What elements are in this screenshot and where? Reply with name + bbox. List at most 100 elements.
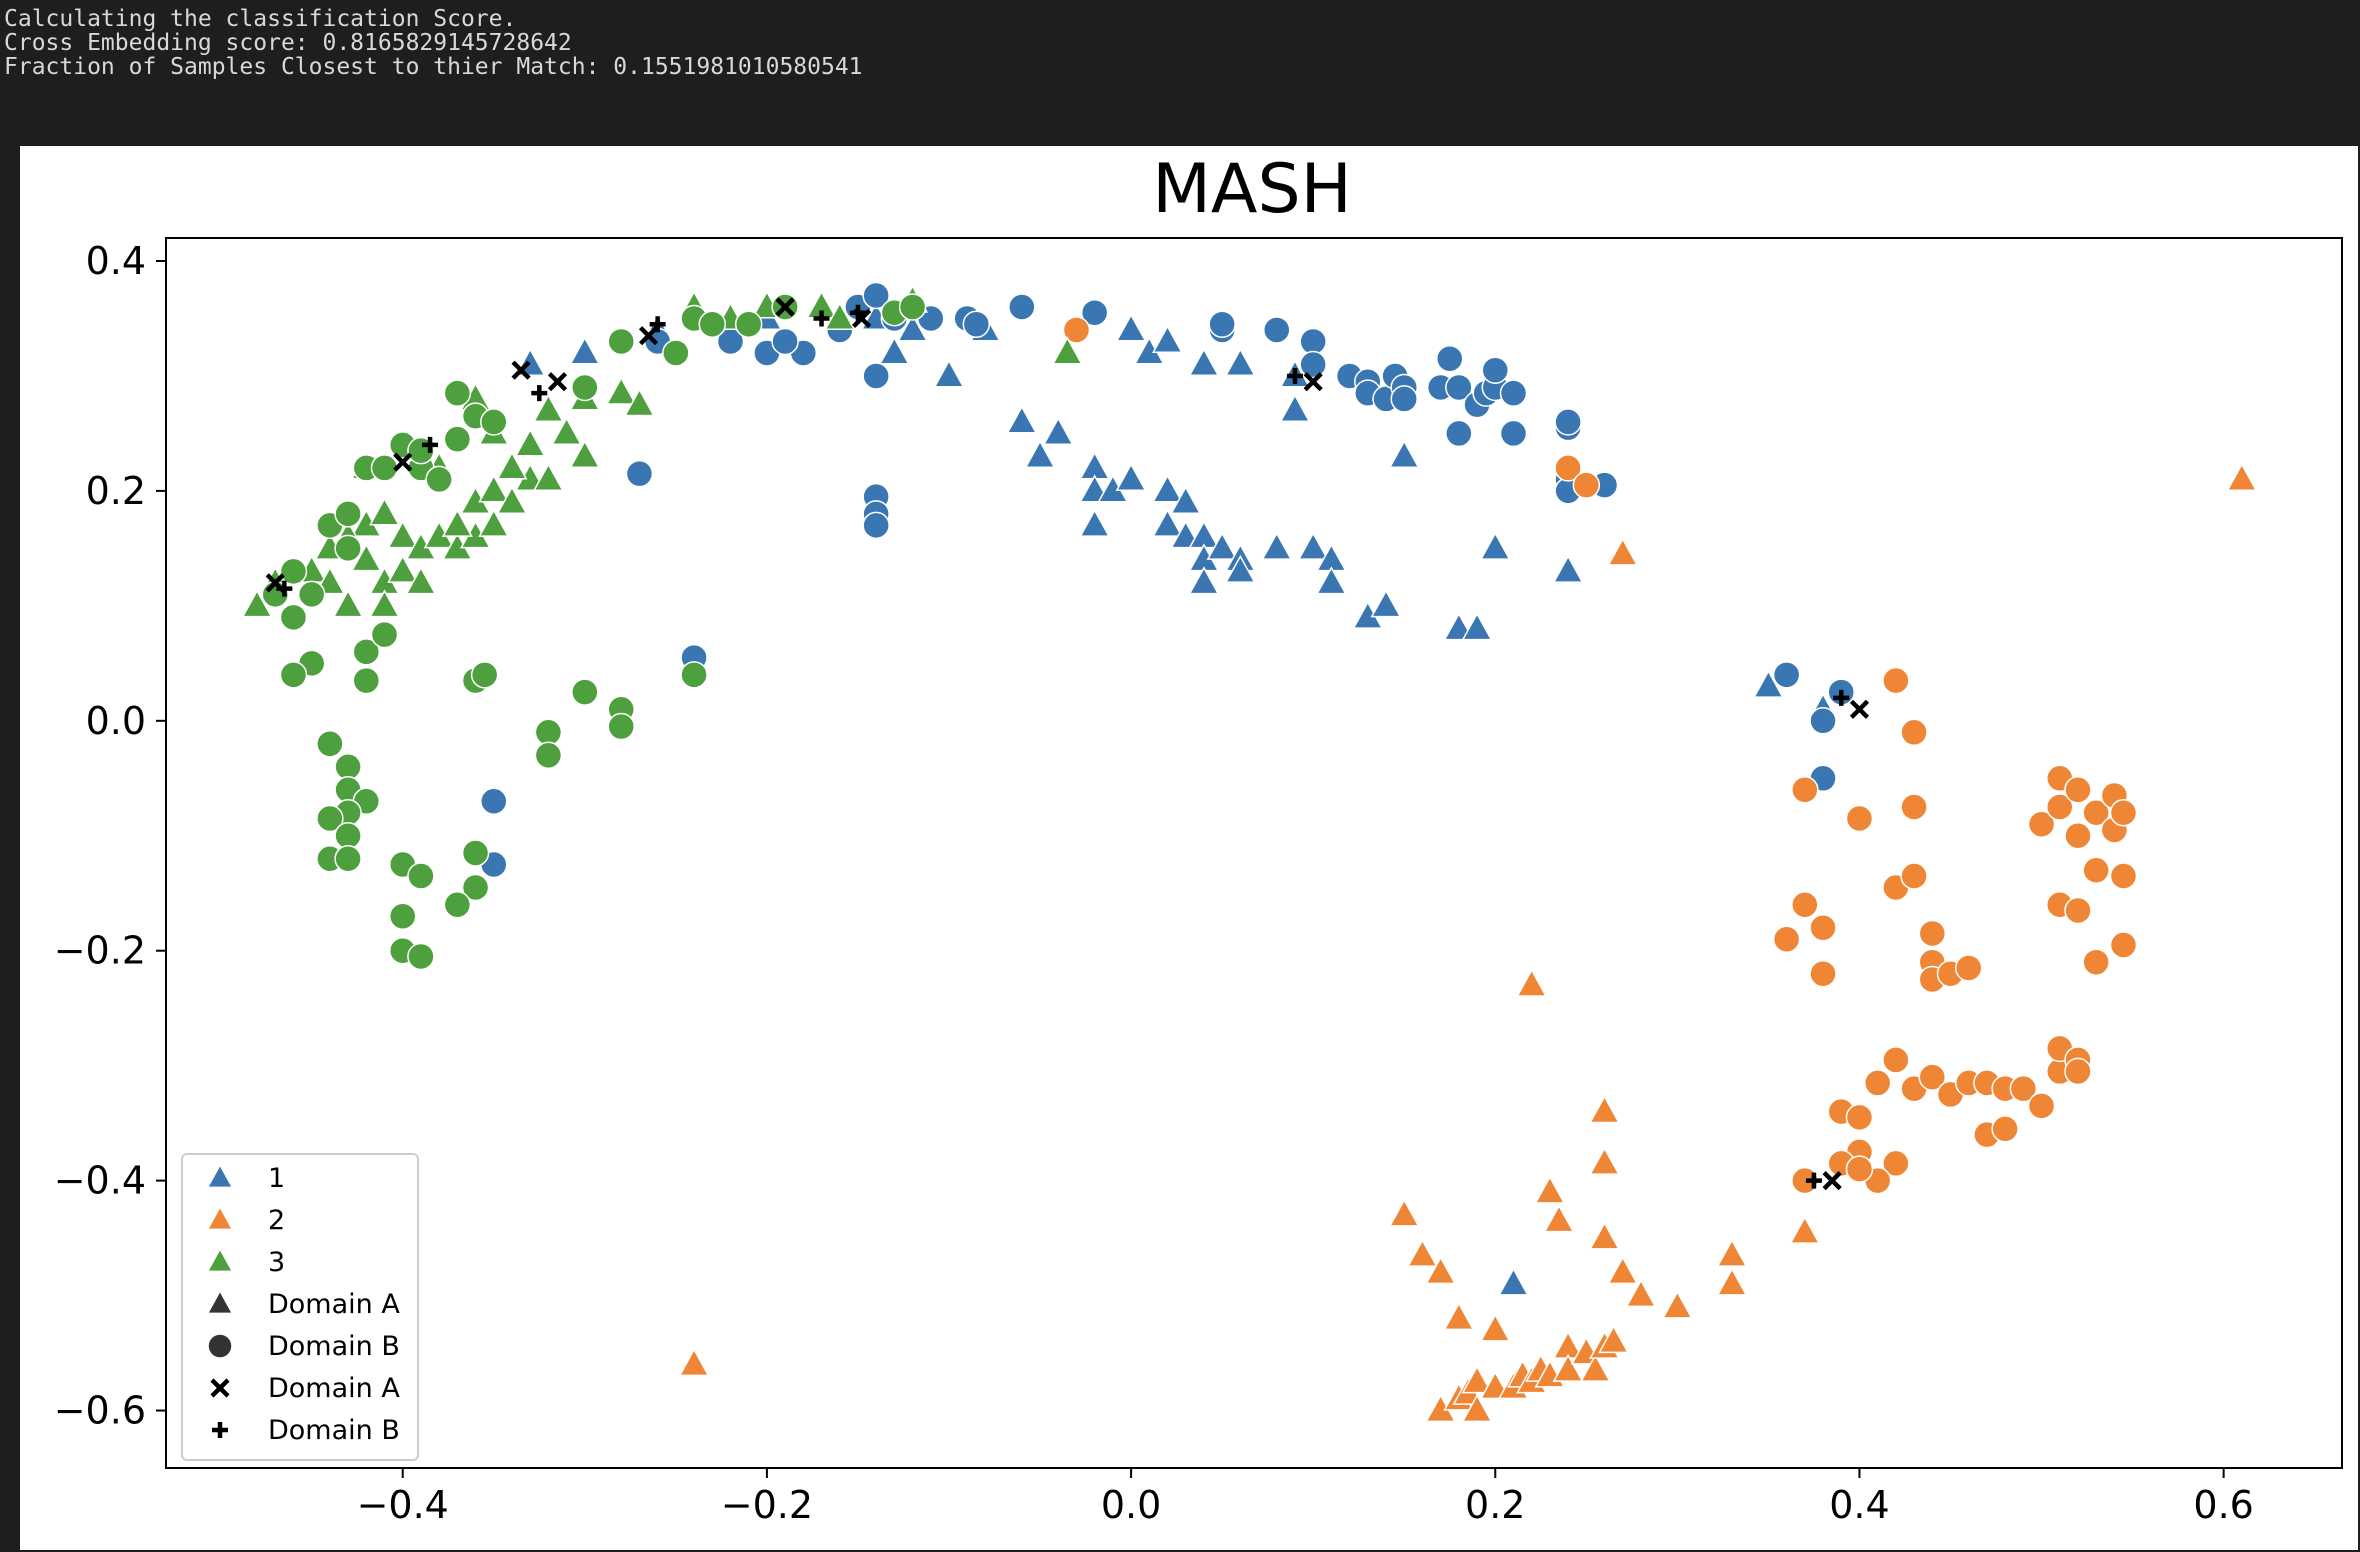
point-class1-triangle [1388, 439, 1420, 468]
point-class3-circle [407, 942, 435, 971]
point-class1-triangle [1279, 393, 1311, 422]
point-class2-circle [1882, 666, 1910, 695]
point-class2-triangle [1552, 1353, 1584, 1382]
point-class1-triangle [1206, 531, 1238, 560]
point-class1-triangle [1188, 566, 1220, 595]
y-tick-label: −0.4 [54, 1159, 146, 1203]
point-class2-circle [1772, 925, 1801, 953]
match-domain-a-x [1303, 372, 1323, 392]
point-class2-circle [2064, 776, 2092, 804]
point-class2-circle [2082, 799, 2110, 827]
point-class3-triangle [605, 376, 637, 405]
point-class2-circle [2009, 1074, 2038, 1103]
point-class1-circle [1435, 344, 1464, 373]
point-class1-circle [1445, 373, 1473, 402]
point-class1-triangle [897, 313, 929, 342]
point-class1-circle [1299, 350, 1327, 379]
point-class2-circle [1809, 913, 1837, 942]
point-class2-circle [1863, 1069, 1892, 1097]
point-class1-triangle [1224, 554, 1256, 583]
x-tick-label: 0.6 [2193, 1483, 2253, 1527]
point-class3-circle [334, 753, 362, 781]
point-class2-circle [1062, 316, 1091, 344]
point-class3-triangle [532, 462, 564, 491]
legend-marker-triangle [206, 1289, 234, 1315]
point-class2-circle [1791, 776, 1819, 804]
point-class3-circle [425, 465, 453, 494]
legend-label: Domain B [268, 1331, 400, 1362]
console-output: Calculating the classification Score. Cr… [0, 0, 2360, 146]
y-tick-label: 0.4 [86, 239, 146, 283]
point-class3-circle [352, 666, 381, 695]
point-class3-circle [316, 804, 344, 833]
point-class3-circle [443, 379, 472, 407]
point-class3-circle [607, 327, 635, 356]
point-class1-circle [1008, 293, 1036, 321]
point-class3-triangle [496, 485, 528, 514]
point-class3-circle [680, 661, 708, 689]
point-class2-circle [2109, 862, 2138, 890]
point-class3-circle [334, 822, 362, 850]
match-domain-b-plus [649, 316, 666, 333]
point-class2-circle [2027, 810, 2056, 839]
point-class2-circle [1791, 890, 1819, 919]
point-class1-circle [1390, 385, 1418, 413]
point-class3-circle [698, 310, 727, 338]
match-domain-b-plus [1286, 367, 1303, 384]
point-class1-circle [862, 281, 890, 310]
match-domain-b-plus [1833, 689, 1850, 706]
point-class2-triangle [1607, 537, 1639, 566]
x-axis: −0.4 −0.2 0.0 0.2 0.4 0.6 [357, 1468, 2254, 1527]
match-domain-b-plus [849, 304, 866, 321]
point-class3-triangle [623, 388, 655, 417]
point-class3-circle [534, 718, 563, 747]
point-class1-circle [1772, 661, 1801, 689]
point-class1-circle [625, 459, 654, 488]
point-class3-triangle [1051, 336, 1083, 365]
point-class2-circle [1900, 793, 1928, 821]
point-class3-circle [534, 741, 563, 770]
point-class2-circle [2109, 799, 2138, 827]
point-class1-circle [1445, 419, 1473, 448]
point-class1-circle [1499, 379, 1528, 407]
point-class1-triangle [1479, 531, 1511, 560]
point-class3-circle [461, 839, 490, 867]
point-class1-triangle [1461, 612, 1493, 641]
match-domain-a-x [638, 326, 659, 346]
point-class3-triangle [387, 520, 419, 549]
match-domain-b-plus [1805, 1172, 1822, 1189]
console-line-cross-embedding-score: Cross Embedding score: 0.816582914572864… [4, 30, 572, 56]
point-class1-triangle [1261, 531, 1293, 560]
point-class2-circle [1845, 1155, 1874, 1183]
point-class2-triangle [1716, 1238, 1748, 1267]
point-class1-triangle [1079, 508, 1111, 537]
point-class3-circle [370, 620, 399, 649]
point-class3-triangle [532, 393, 564, 422]
match-domain-a-x [547, 372, 568, 392]
point-class3-triangle [824, 301, 856, 331]
point-class1-triangle [1315, 566, 1347, 595]
point-class3-triangle [441, 508, 473, 537]
point-class2-triangle [678, 1347, 710, 1377]
point-class2-circle [2082, 856, 2110, 884]
point-class3-circle [571, 678, 599, 706]
x-tick-label: 0.4 [1829, 1483, 1889, 1527]
point-class1-circle [1208, 310, 1236, 338]
point-class1-circle [1080, 298, 1109, 327]
point-class3-triangle [368, 589, 401, 618]
match-domain-a-x [511, 360, 531, 380]
point-class2-circle [2109, 931, 2138, 959]
point-class2-circle [1991, 1115, 2019, 1143]
point-class3-circle [334, 534, 362, 563]
point-class3-circle [279, 557, 308, 586]
point-class3-circle [734, 310, 763, 338]
point-class1-circle [1263, 316, 1291, 344]
legend-label: Domain B [268, 1415, 400, 1446]
point-class2-circle [1809, 959, 1837, 988]
point-class2-circle [1900, 862, 1928, 890]
legend-marker-triangle [206, 1205, 234, 1231]
point-class1-circle [771, 327, 799, 356]
point-class2-triangle [1479, 1313, 1511, 1342]
point-class1-triangle [1115, 462, 1147, 491]
point-class1-triangle [1752, 669, 1784, 698]
